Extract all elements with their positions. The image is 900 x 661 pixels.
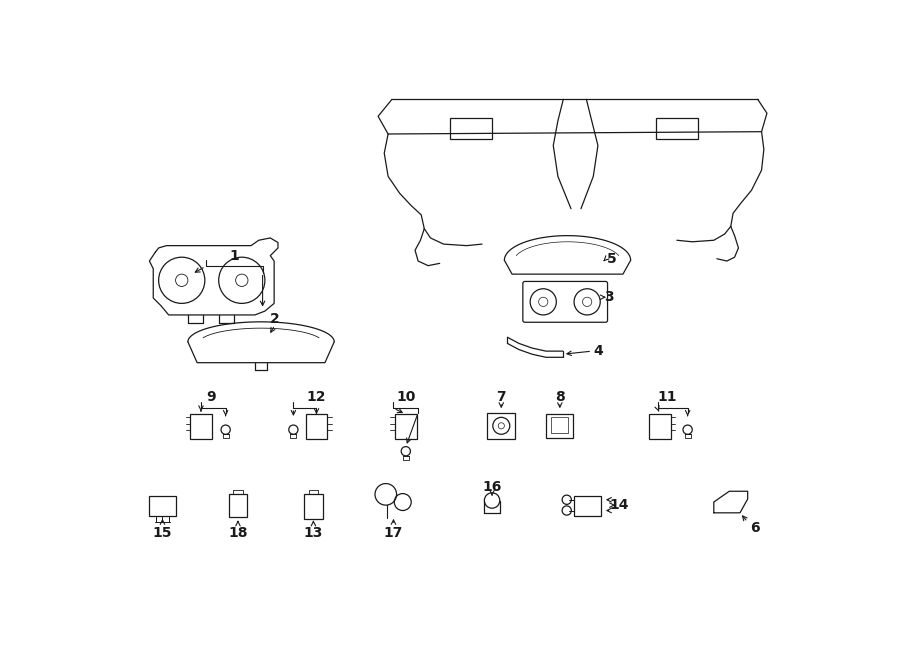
Text: 11: 11 <box>658 391 678 405</box>
Text: 13: 13 <box>303 526 323 540</box>
Text: 2: 2 <box>270 312 280 326</box>
Bar <box>148 496 176 516</box>
Bar <box>395 414 417 439</box>
Text: 17: 17 <box>383 526 403 540</box>
Bar <box>450 118 492 139</box>
Text: 18: 18 <box>229 526 248 540</box>
Bar <box>656 118 698 139</box>
Text: 5: 5 <box>607 252 616 266</box>
Text: 14: 14 <box>609 498 629 512</box>
Bar <box>546 414 573 438</box>
Text: 16: 16 <box>482 480 501 494</box>
Bar <box>488 412 515 439</box>
Text: 9: 9 <box>206 391 216 405</box>
Text: 7: 7 <box>497 391 506 405</box>
Bar <box>552 417 568 433</box>
Text: 12: 12 <box>307 391 326 405</box>
Text: 8: 8 <box>555 391 564 405</box>
Text: 4: 4 <box>593 344 603 358</box>
Bar <box>190 414 212 439</box>
Text: 1: 1 <box>230 249 239 262</box>
Bar <box>574 496 601 516</box>
Text: 3: 3 <box>604 290 614 304</box>
Text: 6: 6 <box>751 522 760 535</box>
Text: 15: 15 <box>153 526 172 540</box>
Bar <box>306 414 328 439</box>
Bar <box>649 414 670 439</box>
Bar <box>304 494 322 519</box>
Text: 10: 10 <box>396 391 416 405</box>
Bar <box>229 494 248 518</box>
